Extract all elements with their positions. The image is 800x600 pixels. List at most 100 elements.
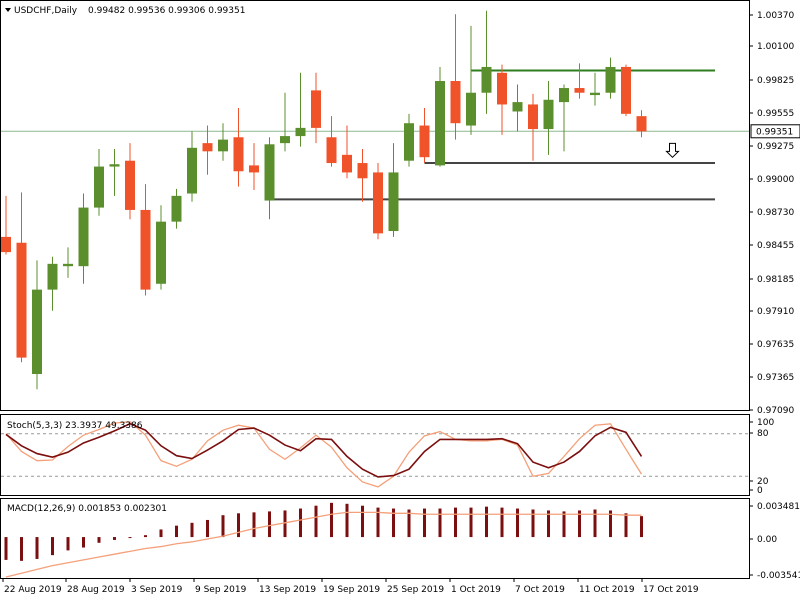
macd-bar[interactable] — [82, 537, 85, 548]
macd-bar[interactable] — [624, 513, 628, 538]
candle[interactable] — [125, 160, 135, 210]
candle[interactable] — [156, 221, 166, 284]
macd-bar[interactable] — [35, 537, 39, 559]
date-tick-label: 25 Sep 2019 — [387, 585, 444, 595]
macd-bar[interactable] — [159, 529, 163, 538]
candle[interactable] — [326, 137, 337, 164]
macd-bar[interactable] — [283, 510, 287, 538]
macd-bar[interactable] — [578, 510, 581, 538]
macd-bar[interactable] — [66, 537, 70, 551]
macd-bar[interactable] — [330, 502, 333, 538]
price-tick-label: 0.99825 — [757, 76, 794, 86]
macd-bar[interactable] — [454, 507, 457, 538]
macd-bar[interactable] — [547, 510, 550, 538]
candle[interactable] — [388, 172, 399, 232]
candle[interactable] — [47, 263, 58, 290]
candle[interactable] — [187, 147, 197, 194]
candle[interactable] — [605, 66, 616, 93]
candle[interactable] — [559, 88, 569, 103]
candle[interactable] — [512, 102, 523, 112]
candle[interactable] — [636, 116, 647, 132]
candle[interactable] — [94, 166, 104, 208]
candle[interactable] — [249, 165, 259, 173]
price-tick-label: 0.97365 — [757, 373, 794, 383]
candle[interactable] — [109, 164, 120, 167]
macd-bar[interactable] — [562, 511, 566, 538]
macd-bar[interactable] — [97, 537, 101, 543]
candle[interactable] — [16, 242, 27, 358]
candle[interactable] — [528, 104, 538, 130]
candle[interactable] — [621, 66, 631, 114]
candle[interactable] — [233, 137, 244, 172]
current-price-tag — [750, 124, 800, 139]
candle[interactable] — [311, 90, 321, 128]
macd-bar[interactable] — [252, 512, 256, 538]
candle[interactable] — [481, 66, 492, 93]
date-tick-label: 28 Aug 2019 — [67, 585, 125, 595]
macd-bar[interactable] — [438, 508, 442, 538]
candle[interactable] — [574, 88, 585, 93]
candle[interactable] — [78, 207, 89, 267]
macd-bar[interactable] — [144, 535, 147, 538]
candle[interactable] — [218, 139, 228, 152]
candle[interactable] — [140, 209, 151, 290]
macd-bar[interactable] — [500, 507, 504, 538]
stoch-title: Stoch(5,3,3) 23.3937 49.3386 — [7, 421, 143, 431]
candle[interactable] — [342, 154, 352, 173]
candle[interactable] — [202, 143, 213, 152]
macd-bar[interactable] — [268, 511, 271, 538]
macd-bar[interactable] — [299, 508, 302, 538]
candle[interactable] — [32, 289, 42, 375]
macd-bar[interactable] — [206, 519, 209, 538]
macd-bar[interactable] — [128, 537, 132, 539]
macd-bar[interactable] — [314, 505, 318, 538]
candle[interactable] — [63, 263, 73, 267]
macd-bar[interactable] — [190, 522, 194, 538]
macd-bar[interactable] — [423, 508, 426, 538]
macd-bar[interactable] — [469, 507, 473, 538]
candle[interactable] — [171, 195, 182, 222]
macd-bar[interactable] — [609, 510, 612, 538]
stoch-main-line — [5, 422, 643, 478]
macd-bar[interactable] — [640, 516, 643, 538]
candle[interactable] — [404, 123, 414, 161]
dropdown-triangle-icon[interactable] — [5, 8, 11, 12]
candle[interactable] — [450, 81, 461, 124]
candle[interactable] — [435, 81, 445, 166]
macd-bar[interactable] — [407, 509, 411, 538]
macd-bar[interactable] — [345, 503, 349, 538]
candle[interactable] — [373, 172, 383, 234]
macd-bar[interactable] — [113, 537, 116, 540]
macd-bar[interactable] — [531, 509, 535, 538]
date-tick-label: 17 Oct 2019 — [643, 585, 699, 595]
candle[interactable] — [419, 125, 430, 158]
candle[interactable] — [497, 72, 507, 105]
macd-bar[interactable] — [593, 509, 597, 538]
price-tick-label: 0.98455 — [757, 241, 794, 251]
macd-bar[interactable] — [221, 515, 225, 538]
price-tick-label: 0.99555 — [757, 109, 794, 119]
macd-bar[interactable] — [175, 525, 178, 538]
macd-bar[interactable] — [20, 537, 23, 561]
date-tick-label: 22 Aug 2019 — [4, 585, 62, 595]
candle[interactable] — [466, 92, 476, 126]
macd-bar[interactable] — [361, 505, 364, 538]
macd-bar[interactable] — [4, 537, 8, 560]
candle[interactable] — [1, 236, 11, 253]
down-arrow-icon[interactable] — [665, 142, 680, 159]
candle[interactable] — [590, 92, 600, 96]
ohlc-values: 0.99482 0.99536 0.99306 0.99351 — [88, 6, 245, 16]
macd-bar[interactable] — [392, 508, 395, 538]
candle[interactable] — [543, 99, 554, 130]
candle[interactable] — [295, 127, 306, 137]
candle[interactable] — [357, 163, 368, 179]
macd-bar[interactable] — [51, 537, 54, 556]
macd-bar[interactable] — [516, 508, 519, 538]
macd-bar[interactable] — [485, 506, 488, 538]
macd-bar[interactable] — [376, 507, 380, 538]
macd-bar[interactable] — [237, 513, 240, 538]
candle[interactable] — [280, 136, 290, 144]
price-tick-label: 0.99275 — [757, 142, 794, 152]
candle[interactable] — [264, 144, 275, 201]
